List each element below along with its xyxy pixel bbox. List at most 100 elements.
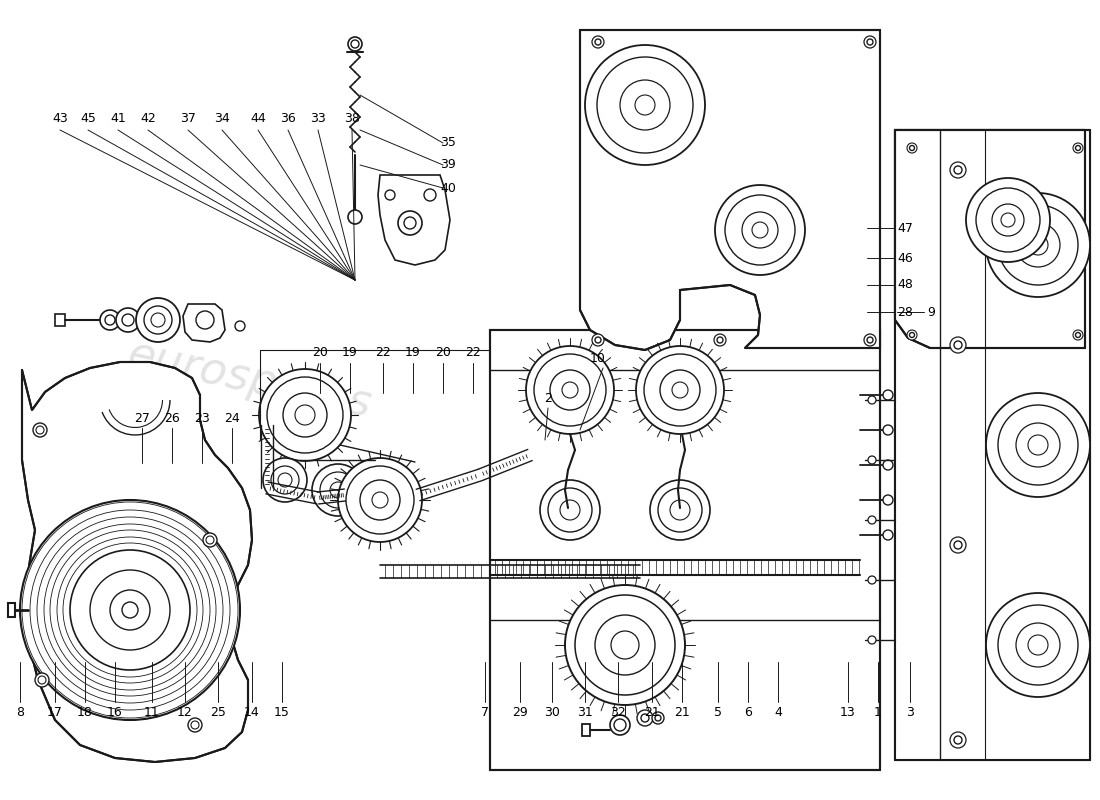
Circle shape — [70, 550, 190, 670]
Text: 45: 45 — [80, 111, 96, 125]
Circle shape — [348, 210, 362, 224]
Text: 2: 2 — [544, 391, 552, 405]
Circle shape — [868, 636, 876, 644]
Circle shape — [883, 390, 893, 400]
Polygon shape — [183, 304, 226, 342]
Text: 26: 26 — [164, 411, 180, 425]
Text: 38: 38 — [344, 111, 360, 125]
Text: 28: 28 — [896, 306, 913, 318]
Circle shape — [235, 321, 245, 331]
Text: 29: 29 — [513, 706, 528, 718]
Text: 4: 4 — [774, 706, 782, 718]
Circle shape — [868, 576, 876, 584]
Circle shape — [385, 190, 395, 200]
Circle shape — [868, 516, 876, 524]
Circle shape — [715, 185, 805, 275]
Text: 19: 19 — [405, 346, 421, 359]
Text: 10: 10 — [590, 351, 606, 365]
Polygon shape — [8, 603, 15, 617]
Circle shape — [883, 460, 893, 470]
Text: 14: 14 — [244, 706, 260, 718]
Circle shape — [986, 193, 1090, 297]
Circle shape — [1072, 330, 1084, 340]
Text: 41: 41 — [110, 111, 125, 125]
Text: 40: 40 — [440, 182, 455, 194]
Text: 21: 21 — [645, 706, 660, 718]
Text: 16: 16 — [107, 706, 123, 718]
Circle shape — [950, 162, 966, 178]
Text: 15: 15 — [274, 706, 290, 718]
Circle shape — [424, 189, 436, 201]
Circle shape — [714, 334, 726, 346]
Polygon shape — [582, 724, 590, 736]
Text: 6: 6 — [744, 706, 752, 718]
Circle shape — [908, 143, 917, 153]
Text: eurospares: eurospares — [124, 333, 376, 427]
Circle shape — [592, 334, 604, 346]
Text: 36: 36 — [280, 111, 296, 125]
Polygon shape — [55, 314, 65, 326]
Text: 46: 46 — [896, 251, 913, 265]
Circle shape — [637, 710, 653, 726]
Text: 20: 20 — [312, 346, 328, 359]
Text: 44: 44 — [250, 111, 266, 125]
Text: 22: 22 — [465, 346, 481, 359]
Circle shape — [950, 337, 966, 353]
Text: 30: 30 — [544, 706, 560, 718]
Circle shape — [883, 495, 893, 505]
Text: 3: 3 — [906, 706, 914, 718]
Text: 43: 43 — [52, 111, 68, 125]
Circle shape — [136, 298, 180, 342]
Text: 18: 18 — [77, 706, 92, 718]
Circle shape — [585, 45, 705, 165]
Text: 35: 35 — [440, 137, 455, 150]
Text: 48: 48 — [896, 278, 913, 291]
Circle shape — [652, 712, 664, 724]
Text: 21: 21 — [674, 706, 690, 718]
Polygon shape — [378, 175, 450, 265]
Circle shape — [35, 673, 50, 687]
Circle shape — [864, 334, 876, 346]
Text: 8: 8 — [16, 706, 24, 718]
Circle shape — [950, 732, 966, 748]
Text: 20: 20 — [436, 346, 451, 359]
Text: 7: 7 — [481, 706, 490, 718]
Text: 39: 39 — [440, 158, 455, 171]
Polygon shape — [895, 130, 1090, 760]
Text: 32: 32 — [610, 706, 626, 718]
Circle shape — [398, 211, 422, 235]
Polygon shape — [895, 130, 1085, 348]
Text: 12: 12 — [177, 706, 192, 718]
Text: 34: 34 — [214, 111, 230, 125]
Text: 1: 1 — [874, 706, 882, 718]
Circle shape — [116, 308, 140, 332]
Circle shape — [883, 425, 893, 435]
Circle shape — [312, 464, 364, 516]
Circle shape — [188, 718, 202, 732]
Text: 27: 27 — [134, 411, 150, 425]
Text: 11: 11 — [144, 706, 159, 718]
Circle shape — [986, 393, 1090, 497]
Text: 37: 37 — [180, 111, 196, 125]
Circle shape — [636, 346, 724, 434]
Circle shape — [868, 396, 876, 404]
Polygon shape — [22, 362, 252, 762]
Circle shape — [868, 456, 876, 464]
Text: 31: 31 — [578, 706, 593, 718]
Text: 17: 17 — [47, 706, 63, 718]
Circle shape — [338, 458, 422, 542]
Text: 42: 42 — [140, 111, 156, 125]
Text: 5: 5 — [714, 706, 722, 718]
Text: 13: 13 — [840, 706, 856, 718]
Circle shape — [883, 530, 893, 540]
Circle shape — [33, 423, 47, 437]
Circle shape — [526, 346, 614, 434]
Text: 22: 22 — [375, 346, 390, 359]
Text: 9: 9 — [927, 306, 935, 318]
Circle shape — [204, 533, 217, 547]
Circle shape — [592, 36, 604, 48]
Circle shape — [950, 537, 966, 553]
Circle shape — [348, 37, 362, 51]
Text: 33: 33 — [310, 111, 326, 125]
Circle shape — [1072, 143, 1084, 153]
